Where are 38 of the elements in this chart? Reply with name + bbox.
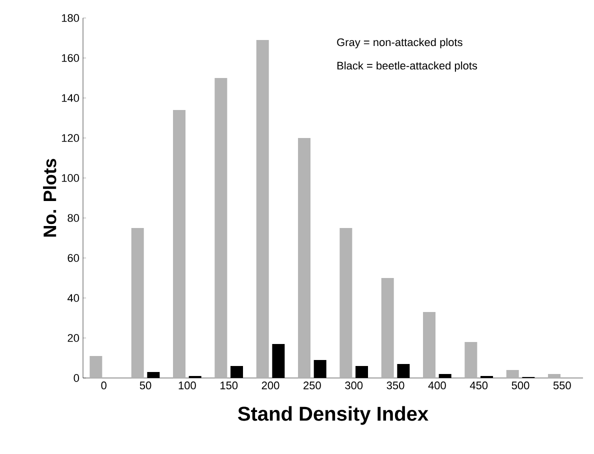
x-axis-title: Stand Density Index [238,406,428,425]
bar [298,138,311,378]
annotation: Black = beetle-attacked plots [337,61,478,72]
y-tick-label: 180 [62,14,80,22]
x-tick-label: 300 [345,382,363,390]
y-tick-label: 160 [62,54,80,62]
y-tick-label: 0 [74,374,80,382]
y-tick-label: 120 [62,134,80,142]
x-tick-label: 350 [386,382,404,390]
y-tick-label: 140 [62,94,80,102]
bar [464,342,478,378]
y-axis-title: No. Plots [43,158,56,237]
y-tick-label: 60 [68,254,80,262]
x-tick-label: 500 [512,382,530,390]
x-tick-label: 0 [101,382,106,390]
bar [256,40,269,378]
bar [381,278,394,378]
y-tick-label: 20 [68,334,80,342]
bar [548,374,560,378]
x-tick-label: 550 [553,382,571,390]
x-tick-label: 150 [220,382,238,390]
x-tick-label: 200 [262,382,280,390]
bar [423,312,436,378]
x-tick-label: 100 [178,382,196,390]
x-tick-label: 450 [470,382,488,390]
y-tick-label: 80 [68,214,80,222]
bar [506,370,519,378]
y-tick-label: 100 [62,174,80,182]
annotation: Gray = non-attacked plots [337,38,462,48]
y-tick-label: 40 [67,294,80,302]
bar [90,356,102,378]
bar [340,228,352,378]
bar [173,110,186,378]
x-tick-label: 400 [428,382,446,390]
bar [131,228,144,378]
x-tick-label: 50 [140,382,152,390]
bar [214,78,228,378]
x-tick-label: 250 [304,382,321,390]
